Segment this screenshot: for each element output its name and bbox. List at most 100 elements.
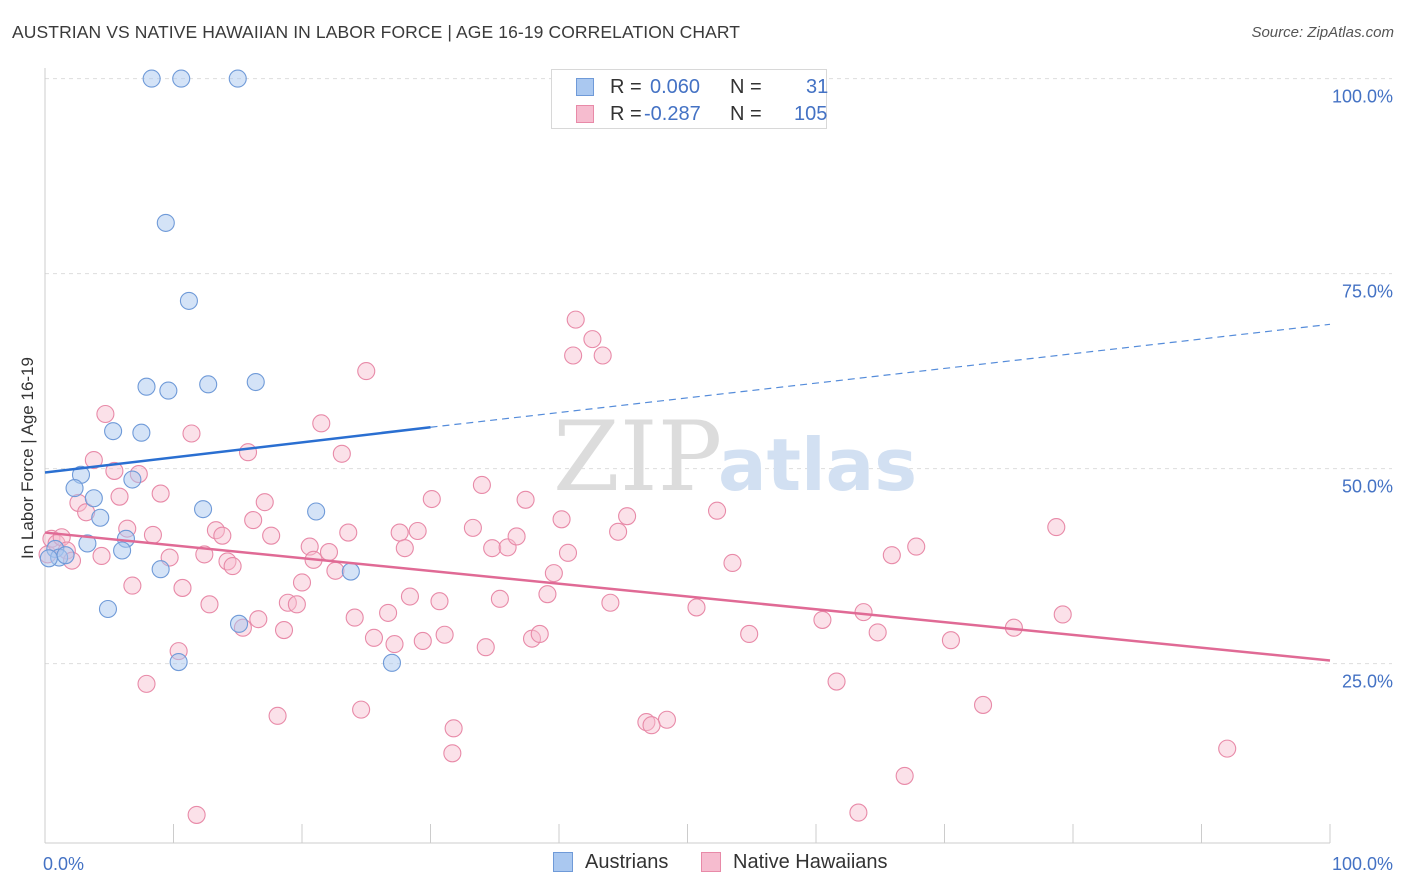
native-hawaiian-point (312, 414, 331, 433)
native-hawaiian-point (238, 443, 258, 462)
native-hawaiian-point (558, 543, 578, 562)
austrians-label: Austrians (585, 851, 669, 873)
native-hawaiian-point (618, 507, 637, 526)
native-hawaiian-point (385, 635, 404, 654)
native-hawaiian-point (268, 706, 287, 725)
native-hawaiian-point (443, 744, 462, 763)
native-hawaiian-point (657, 710, 676, 729)
austrian-point (246, 372, 265, 392)
native-hawaiian-point (255, 493, 274, 512)
native-hawaiian-point (413, 631, 432, 651)
legend-r-value: -0.287 (644, 103, 701, 125)
native-hawaiian-point (1218, 739, 1237, 758)
native-hawaiian-point (544, 564, 563, 583)
austrian-point (151, 560, 170, 579)
austrian-point (123, 470, 142, 489)
y-tick-label: 75.0% (1342, 282, 1393, 302)
austrian-point (341, 562, 360, 581)
native-hawaiian-point (1053, 605, 1072, 624)
native-hawaiian-point (249, 610, 268, 629)
austrians-points (39, 69, 402, 672)
native-hawaiian-point (187, 805, 206, 824)
legend-r-label: R = (610, 76, 642, 98)
native-hawaiian-point (278, 593, 297, 612)
native-hawaiian-point (813, 610, 832, 629)
native-hawaiian-point (601, 593, 620, 612)
native-hawaiian-point (84, 450, 103, 470)
native-hawaiian-point (538, 585, 557, 604)
watermark: ZIP atlas (553, 401, 917, 513)
watermark-zip: ZIP (553, 401, 722, 513)
austrians-swatch (553, 852, 573, 872)
austrian-point (194, 500, 213, 519)
native-hawaiian-point (472, 475, 491, 495)
native-hawaiian-point (463, 518, 482, 537)
native-hawaiian-point (274, 621, 294, 640)
austrian-point (228, 69, 247, 88)
legend-n-label: N = (730, 103, 762, 125)
native-hawaiian-point (173, 578, 192, 597)
legend-n-value: 31 (806, 76, 829, 98)
native-hawaiian-point (137, 674, 156, 693)
austrian-point (91, 508, 110, 527)
austrian-point (56, 546, 75, 565)
austrian-point (65, 479, 84, 498)
legend-swatch-pink (576, 105, 594, 123)
austrian-point (104, 422, 123, 441)
native-hawaiian-point (444, 719, 463, 738)
austrians-trend-line (44, 426, 431, 474)
native-hawaiian-point (195, 545, 214, 564)
native-hawaiian-point (332, 444, 351, 463)
austrian-point (78, 534, 97, 553)
native-hawaiian-point (151, 484, 170, 503)
austrian-point (159, 381, 178, 400)
native-hawaiian-point (530, 624, 549, 644)
native-hawaiian-point (687, 598, 706, 617)
native-hawaiian-point (882, 546, 901, 565)
native-hawaiian-point (395, 539, 414, 558)
legend-r-label: R = (610, 103, 642, 125)
native-hawaiian-point (507, 527, 526, 546)
austrian-point (113, 541, 132, 560)
native-hawaiian-point (379, 603, 398, 622)
native-hawaiian-point (345, 608, 364, 627)
native-hawaiian-point (105, 461, 124, 480)
native-hawaiian-point (408, 521, 427, 541)
y-tick-label: 25.0% (1342, 672, 1393, 692)
trend-lines (44, 323, 1331, 662)
native-hawaiian-point (357, 362, 376, 381)
austrian-point (172, 69, 191, 88)
gridlines (45, 78, 1392, 665)
austrian-point (229, 614, 249, 633)
native-hawaiian-point (292, 573, 312, 592)
native-hawaiian-point (200, 595, 219, 614)
axes (44, 68, 1331, 844)
native-hawaiian-point (435, 625, 454, 644)
native-hawaiian-point (476, 638, 495, 657)
austrian-point (142, 69, 161, 88)
native-hawaiian-point (326, 561, 345, 580)
native-hawaiian-point (564, 346, 583, 365)
native-hawaiian-point (262, 526, 281, 545)
austrian-point (156, 213, 175, 232)
native-hawaiian-point (319, 543, 339, 562)
native-hawaiian-point (223, 557, 242, 576)
native-hawaiian-point (422, 489, 441, 509)
native-hawaiian-point (740, 624, 759, 644)
native-hawaiian-point (92, 546, 111, 566)
native-hawaiian-point (390, 523, 409, 542)
native-hawaiian-point (400, 587, 419, 606)
native-hawaiians-trend-line (44, 531, 1331, 662)
native-hawaiian-point (483, 539, 502, 558)
native-hawaiian-point (552, 510, 571, 529)
austrian-point (382, 653, 402, 672)
native-hawaiian-point (637, 713, 656, 732)
native-hawaiian-point (244, 511, 263, 530)
native-hawaiian-point (609, 522, 628, 541)
austrian-point (84, 489, 103, 508)
native-hawaiian-point (430, 592, 449, 611)
austrian-point (307, 502, 326, 521)
austrian-point (137, 377, 156, 396)
native-hawaiian-point (583, 330, 602, 349)
